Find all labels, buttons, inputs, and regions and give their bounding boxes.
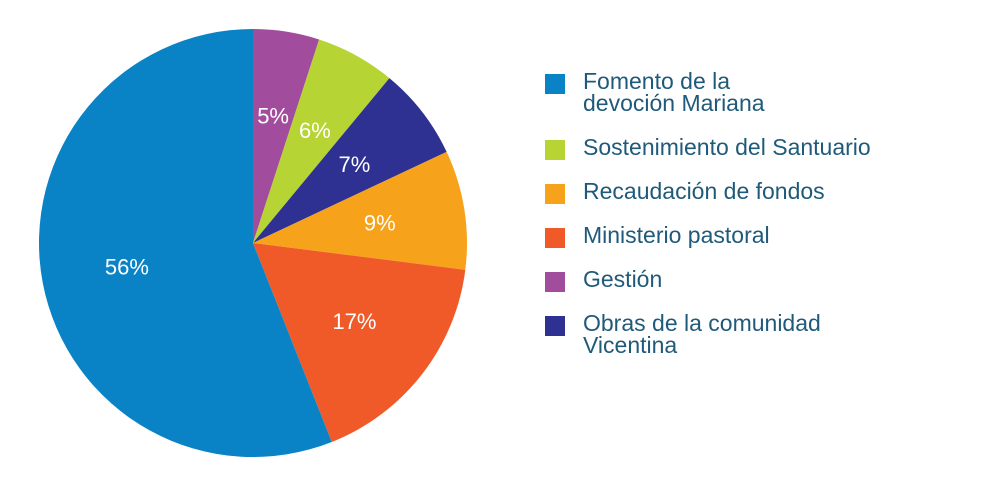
legend-item: Recaudación de fondos — [545, 178, 985, 204]
legend-swatch — [545, 74, 565, 94]
legend-item: Obras de la comunidad Vicentina — [545, 310, 985, 358]
legend-label-line: Obras de la comunidad — [583, 310, 821, 336]
pie-slices — [38, 28, 467, 458]
legend-label-line: Ministerio pastoral — [583, 222, 770, 248]
pie-slice — [253, 243, 466, 442]
slice-value-label: 5% — [257, 104, 289, 129]
pie-slice — [253, 151, 467, 270]
slice-value-label: 17% — [332, 309, 376, 334]
legend-item: Ministerio pastoral — [545, 222, 985, 248]
slice-value-label: 56% — [105, 255, 149, 280]
legend-label-line: Gestión — [583, 266, 663, 292]
slice-value-label: 7% — [339, 152, 371, 177]
pie-slice — [253, 39, 390, 243]
legend-label-line: Recaudación de fondos — [583, 178, 825, 204]
slice-value-label: 9% — [364, 210, 396, 235]
legend-item: Fomento de la devoción Mariana — [545, 68, 985, 116]
legend-label-line: Vicentina — [583, 332, 678, 358]
legend-swatch — [545, 228, 565, 248]
pie-slice — [253, 78, 447, 243]
pie-slice — [38, 28, 332, 458]
pie-chart: 5% 6% 7% 9% 17% 56% — [38, 28, 467, 458]
legend-item: Gestión — [545, 266, 985, 292]
legend-swatch — [545, 184, 565, 204]
legend: Fomento de la devoción Mariana Sostenimien… — [545, 70, 985, 378]
legend-swatch — [545, 316, 565, 336]
pie-slice — [253, 29, 320, 243]
legend-label-line: Fomento de la — [583, 68, 731, 94]
legend-swatch — [545, 140, 565, 160]
legend-label-line: Sostenimiento del Santuario — [583, 134, 871, 160]
legend-label-line: devoción Mariana — [583, 90, 765, 116]
legend-item: Sostenimiento del Santuario — [545, 134, 985, 160]
slice-value-label: 6% — [299, 118, 331, 143]
pie-labels: 5% 6% 7% 9% 17% 56% — [105, 104, 396, 335]
legend-swatch — [545, 272, 565, 292]
